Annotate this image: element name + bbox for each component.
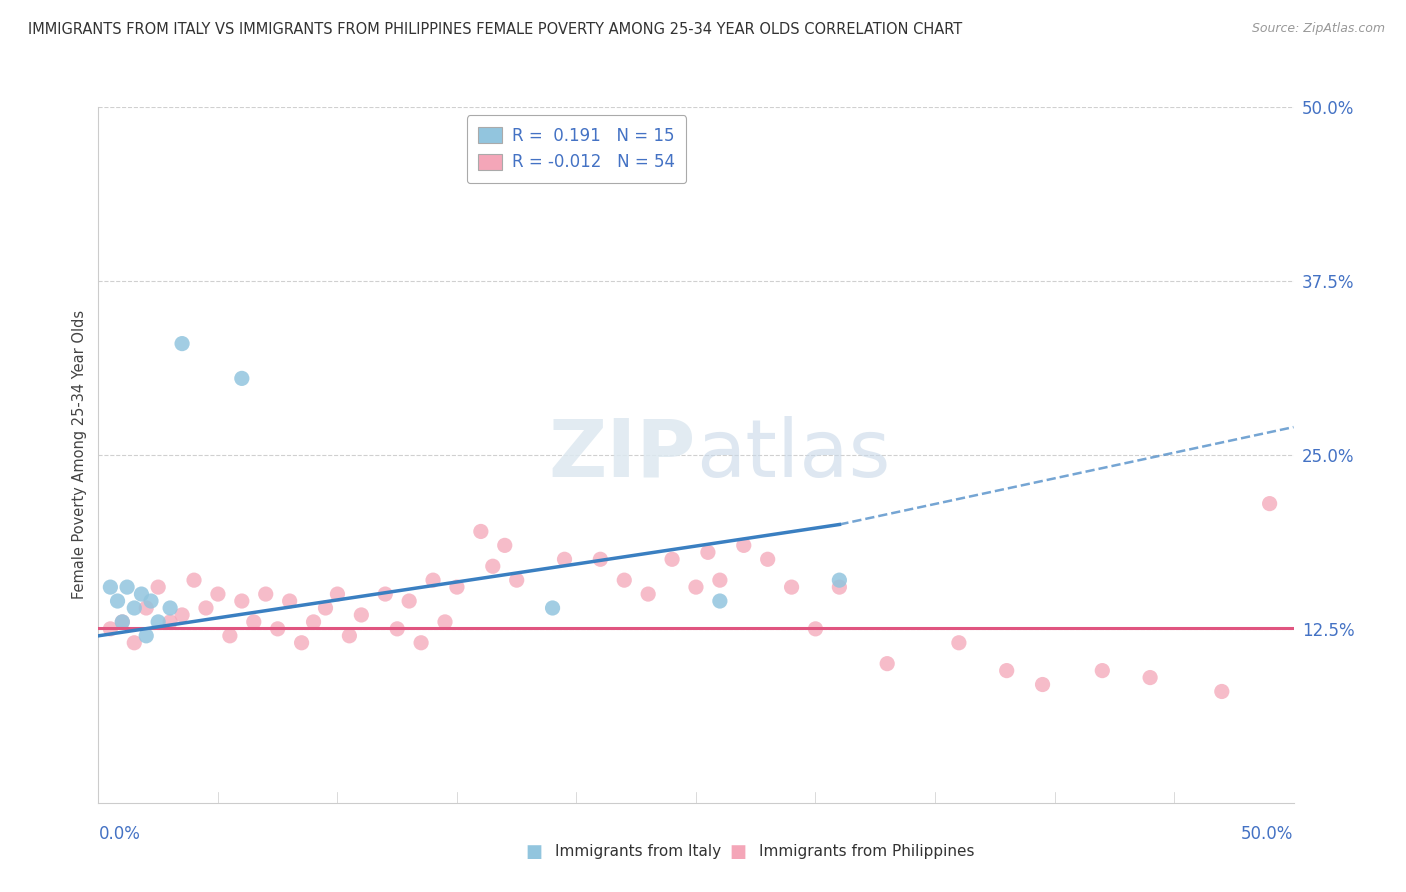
Point — [115, 580, 138, 594]
Point — [194, 601, 218, 615]
Text: ■: ■ — [730, 843, 747, 861]
Point — [98, 622, 122, 636]
Point — [326, 587, 349, 601]
Point — [98, 580, 122, 594]
Point — [709, 573, 731, 587]
Point — [339, 629, 360, 643]
Text: Source: ZipAtlas.com: Source: ZipAtlas.com — [1251, 22, 1385, 36]
Point — [756, 552, 779, 566]
Point — [135, 629, 157, 643]
Point — [828, 573, 851, 587]
Point — [637, 587, 659, 601]
Point — [446, 580, 468, 594]
Point — [111, 615, 134, 629]
Point — [135, 601, 157, 615]
Point — [350, 607, 373, 622]
Point — [111, 615, 134, 629]
Point — [494, 538, 516, 552]
Point — [733, 538, 755, 552]
Point — [780, 580, 803, 594]
Point — [183, 573, 205, 587]
Point — [433, 615, 456, 629]
Point — [554, 552, 576, 566]
Point — [148, 580, 170, 594]
Point — [207, 587, 229, 601]
Point — [172, 336, 194, 351]
Point — [302, 615, 325, 629]
Point — [422, 573, 444, 587]
Point — [243, 615, 266, 629]
Point — [1032, 677, 1054, 691]
Point — [124, 636, 146, 650]
Point — [159, 601, 181, 615]
Point — [506, 573, 529, 587]
Text: IMMIGRANTS FROM ITALY VS IMMIGRANTS FROM PHILIPPINES FEMALE POVERTY AMONG 25-34 : IMMIGRANTS FROM ITALY VS IMMIGRANTS FROM… — [28, 22, 962, 37]
Point — [1139, 671, 1161, 685]
Point — [124, 601, 146, 615]
Point — [470, 524, 492, 539]
Point — [804, 622, 827, 636]
Point — [278, 594, 301, 608]
Point — [876, 657, 898, 671]
Point — [315, 601, 337, 615]
Point — [231, 594, 253, 608]
Text: Immigrants from Philippines: Immigrants from Philippines — [759, 845, 974, 859]
Y-axis label: Female Poverty Among 25-34 Year Olds: Female Poverty Among 25-34 Year Olds — [72, 310, 87, 599]
Point — [541, 601, 564, 615]
Point — [291, 636, 314, 650]
Text: atlas: atlas — [696, 416, 890, 494]
Point — [685, 580, 707, 594]
Point — [398, 594, 420, 608]
Point — [385, 622, 409, 636]
Point — [159, 615, 181, 629]
Point — [131, 587, 153, 601]
Point — [374, 587, 396, 601]
Point — [231, 371, 253, 385]
Point — [661, 552, 683, 566]
Text: 50.0%: 50.0% — [1241, 825, 1294, 843]
Point — [697, 545, 720, 559]
Point — [172, 607, 194, 622]
Legend: R =  0.191   N = 15, R = -0.012   N = 54: R = 0.191 N = 15, R = -0.012 N = 54 — [467, 115, 686, 183]
Point — [411, 636, 433, 650]
Point — [1091, 664, 1114, 678]
Text: Immigrants from Italy: Immigrants from Italy — [555, 845, 721, 859]
Text: 0.0%: 0.0% — [98, 825, 141, 843]
Text: ZIP: ZIP — [548, 416, 696, 494]
Point — [828, 580, 851, 594]
Point — [254, 587, 277, 601]
Point — [219, 629, 242, 643]
Point — [948, 636, 970, 650]
Point — [139, 594, 162, 608]
Point — [1211, 684, 1233, 698]
Point — [148, 615, 170, 629]
Point — [589, 552, 612, 566]
Point — [481, 559, 505, 574]
Point — [995, 664, 1018, 678]
Point — [709, 594, 731, 608]
Point — [107, 594, 129, 608]
Point — [267, 622, 290, 636]
Text: ■: ■ — [526, 843, 543, 861]
Point — [613, 573, 636, 587]
Point — [1258, 497, 1281, 511]
